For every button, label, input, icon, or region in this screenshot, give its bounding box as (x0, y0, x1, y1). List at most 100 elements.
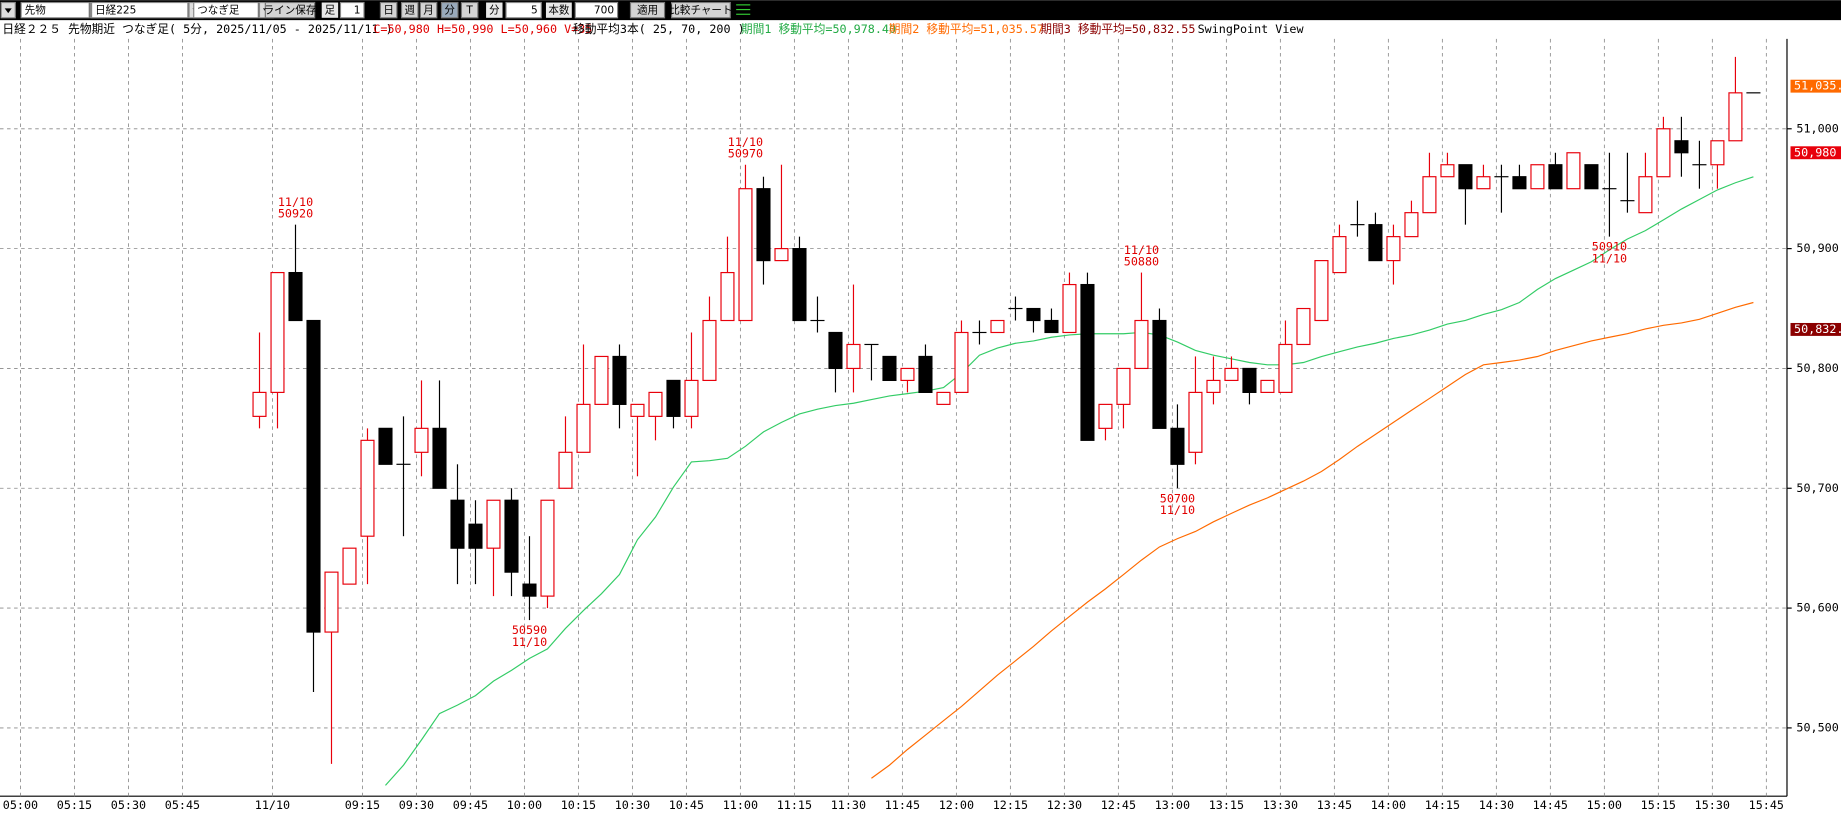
swing-price: 50590 (512, 623, 547, 637)
price-marker-label: 51,035.57 (1794, 79, 1841, 93)
candle-body (522, 583, 537, 597)
button[interactable] (440, 1, 459, 19)
x-tick-label: 15:15 (1641, 798, 1676, 812)
candle-body (1152, 319, 1167, 429)
candle-body (1062, 283, 1077, 334)
candle-body (342, 547, 357, 585)
candle-body (1224, 367, 1239, 382)
candle-body (990, 319, 1005, 334)
x-tick-label: 14:15 (1425, 798, 1460, 812)
candle-body (468, 523, 483, 549)
candle-body (1080, 283, 1095, 441)
button-text: ライン保存 (264, 4, 317, 17)
candle-body (270, 271, 285, 393)
y-tick-label: 50,500 (1796, 720, 1838, 734)
candle-body (1710, 140, 1725, 166)
swing-date: 11/10 (728, 135, 763, 149)
x-tick-label: 05:45 (165, 798, 200, 812)
swing-date: 11/10 (1124, 243, 1159, 257)
candle-body (306, 319, 321, 633)
dropdown-text: 日経225 (95, 4, 136, 17)
input-box[interactable] (505, 1, 542, 19)
candle-body (1548, 164, 1563, 190)
x-tick-label: 09:30 (399, 798, 434, 812)
candle-body (1206, 379, 1221, 393)
candle-body (1566, 152, 1581, 190)
button[interactable] (419, 1, 438, 19)
x-tick-label: 12:15 (993, 798, 1028, 812)
input-text: 700 (594, 5, 614, 17)
candle-body (1188, 391, 1203, 453)
candle-body (288, 271, 303, 322)
candle-body (414, 427, 429, 453)
swing-date: 11/10 (278, 195, 313, 209)
info-text: 期間3 移動平均=50,832.55 (1040, 22, 1195, 36)
button[interactable] (264, 1, 316, 19)
candle-body (936, 391, 951, 405)
candle-body (882, 355, 897, 382)
candle-body (558, 451, 573, 489)
candle-body (1026, 307, 1041, 322)
menu-arrow (4, 8, 12, 14)
x-tick-label: 15:00 (1587, 798, 1622, 812)
x-tick-label: 13:45 (1317, 798, 1352, 812)
button[interactable] (629, 1, 666, 19)
x-tick-label: 11:15 (777, 798, 812, 812)
dropdown-text: 先物 (25, 4, 47, 17)
candle-body (450, 499, 465, 549)
candle-body (1332, 236, 1347, 274)
price-marker-label: 50,832.55 (1794, 322, 1841, 336)
x-tick-label: 10:45 (669, 798, 704, 812)
compare-icon[interactable] (736, 4, 751, 15)
candle-body (252, 391, 267, 417)
x-tick-label: 05:00 (3, 798, 38, 812)
toolbar-bg (0, 0, 1841, 21)
candle-body (1116, 367, 1131, 405)
x-tick-label: 14:00 (1371, 798, 1406, 812)
candle-body (756, 188, 771, 262)
dropdown[interactable] (20, 1, 90, 19)
dropdown[interactable] (193, 1, 259, 19)
x-tick-label: 14:45 (1533, 798, 1568, 812)
candle-body (1098, 403, 1113, 429)
candle-body (1476, 176, 1491, 190)
price-marker (1790, 79, 1841, 93)
candle-body (1170, 427, 1185, 465)
info-text: 日経２２５ 先物期近 つなぎ足( 5分, 2025/11/05 - 2025/1… (2, 22, 392, 36)
label-box (486, 2, 503, 18)
candle-body (900, 367, 915, 382)
candle-body (504, 499, 519, 573)
swing-price: 50910 (1592, 240, 1627, 254)
candle-body (612, 355, 627, 405)
candle-body (702, 319, 717, 382)
button[interactable] (379, 1, 398, 19)
candle-body (828, 331, 843, 370)
button[interactable] (460, 1, 479, 19)
swing-date: 11/10 (512, 635, 547, 649)
input-box[interactable] (339, 1, 365, 19)
candle-body (1368, 224, 1383, 262)
candle-body (846, 343, 861, 370)
y-tick-label: 51,000 (1796, 121, 1838, 135)
x-tick-label: 13:15 (1209, 798, 1244, 812)
x-tick-label: 11:30 (831, 798, 866, 812)
x-tick-label: 05:30 (111, 798, 146, 812)
candle-body (918, 355, 933, 393)
candle-body (792, 248, 807, 322)
candle-body (738, 188, 753, 322)
candle-body (594, 355, 609, 405)
button[interactable] (671, 1, 731, 19)
candle-body (540, 499, 555, 597)
input-box[interactable] (574, 1, 619, 19)
info-text: 期間2 移動平均=51,035.57 (889, 22, 1044, 36)
button[interactable] (400, 1, 419, 19)
dropdown[interactable] (90, 1, 189, 19)
swing-date: 11/10 (1592, 251, 1627, 265)
x-tick-label: 12:45 (1101, 798, 1136, 812)
candle-body (648, 391, 663, 417)
input-text: 5 (531, 5, 538, 17)
candle-body (1512, 176, 1527, 190)
candle-body (1242, 367, 1257, 393)
swing-price: 50970 (728, 147, 763, 161)
